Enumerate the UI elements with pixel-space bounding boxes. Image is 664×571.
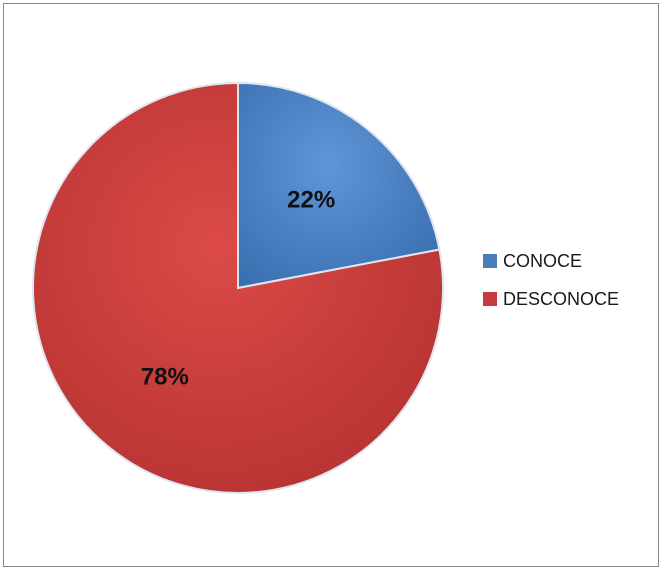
pie-slice-desconoce — [32, 81, 444, 494]
legend-label-desconoce: DESCONOCE — [503, 288, 620, 309]
pie-data-labels: 22% 78% — [141, 187, 335, 391]
legend-label-conoce: CONOCE — [503, 250, 583, 271]
pie-label-desconoce: 78% — [141, 363, 189, 390]
legend-item-conoce: CONOCE — [483, 250, 619, 272]
pie-slice-conoce — [237, 81, 441, 290]
legend-swatch-conoce — [483, 254, 497, 268]
legend-swatch-desconoce — [483, 292, 497, 306]
pie-label-conoce: 22% — [287, 187, 335, 214]
pie-slices — [32, 81, 444, 494]
legend: CONOCE DESCONOCE — [483, 250, 619, 326]
legend-item-desconoce: DESCONOCE — [483, 288, 619, 310]
